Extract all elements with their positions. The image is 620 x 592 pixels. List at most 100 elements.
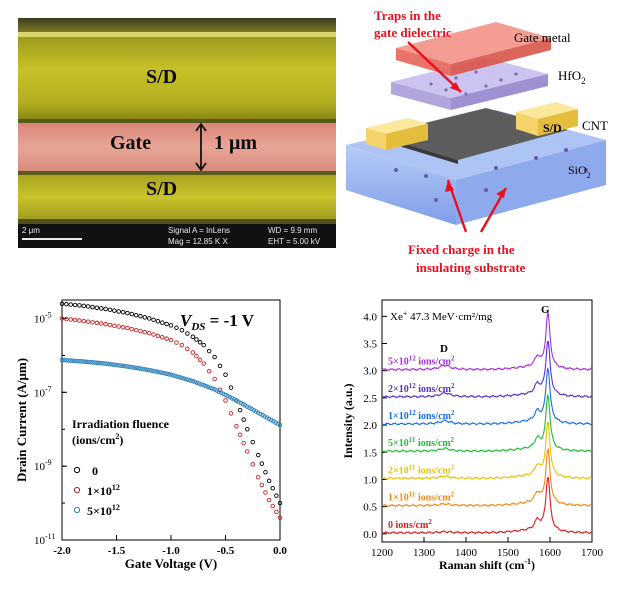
chart1-point (81, 359, 87, 364)
raman-series-label: 5×1011 ions/cm2 (388, 436, 455, 449)
chart1-point (81, 303, 87, 309)
chart1-point (77, 303, 82, 308)
sem-signal: Signal A = InLens (168, 226, 231, 235)
chart1-point (77, 359, 82, 364)
chart1-point (253, 409, 259, 414)
chart1-point (103, 306, 108, 312)
traps-label-line2: gate dielectric (374, 25, 452, 40)
chart1-point (68, 302, 73, 307)
chart1-point (94, 320, 100, 326)
chart1-point (101, 361, 106, 366)
chart1-point (170, 373, 176, 378)
sem-sd-top-main (18, 37, 336, 119)
chart1-point (231, 397, 237, 402)
sem-mag: Mag = 12.85 K X (168, 237, 228, 246)
chart1-point (255, 410, 261, 415)
sem-scale-bar (22, 238, 82, 240)
chart1-point (179, 327, 185, 333)
chart1-point (217, 363, 223, 369)
chart1-point (190, 378, 196, 384)
chart1-point (228, 385, 234, 390)
chart1-point (184, 376, 189, 382)
sio2-side-face (456, 140, 606, 225)
sem-label-sd-top: S/D (146, 66, 178, 88)
chart2-ytick-label: 3.0 (363, 366, 377, 378)
chart1-point (241, 440, 246, 446)
legend-title-line1: Irradiation fluence (72, 417, 170, 431)
chart1-point (250, 439, 255, 445)
chart1-point (249, 406, 254, 412)
chart1-point (194, 353, 199, 359)
chart1-point (277, 515, 283, 521)
chart1-xtick-label: -1.5 (108, 545, 126, 557)
legend-marker-0 (73, 466, 81, 474)
sem-label-width: 1 μm (214, 132, 257, 154)
chart1-point (237, 407, 243, 413)
chart1-point (234, 398, 239, 403)
chart1-point (64, 301, 69, 307)
ion-annotation: Xe+ 47.3 MeV·cm²/mg (390, 309, 493, 323)
chart1-point (227, 394, 233, 400)
chart2-xlabel: Raman shift (cm-1) (439, 557, 535, 572)
chart1-point (142, 329, 148, 335)
chart1-point (277, 500, 283, 506)
chart1-point (251, 408, 257, 413)
sio2-front-face (346, 145, 456, 225)
chart2-ylabel: Intensity (a.u.) (341, 383, 355, 458)
chart1-point (201, 383, 206, 388)
chart1-point (264, 415, 270, 420)
chart1-point (136, 366, 141, 371)
sem-gate-band (18, 123, 336, 171)
chart1-point (125, 364, 130, 369)
sem-label-sd-bottom: S/D (146, 178, 178, 200)
chart1-point (207, 385, 213, 390)
chart1-point (258, 411, 263, 417)
chart2-ytick-label: 3.5 (363, 339, 377, 351)
chart1-point (64, 358, 69, 363)
chart1-point (201, 361, 206, 366)
chart1-point (262, 414, 267, 419)
chart1-point (107, 361, 113, 367)
chart1-point (255, 475, 261, 480)
fixed-charge-dots (394, 148, 588, 202)
annotation-arrows (407, 41, 508, 233)
sem-scale-label: 2 μm (22, 226, 40, 235)
chart1-point (157, 370, 163, 375)
chart1-point (85, 359, 91, 365)
traps-label-line1: Traps in the (374, 8, 441, 23)
chart2-ytick-label: 1.5 (363, 447, 377, 459)
raman-series-label: 1×1011 ions/cm2 (388, 491, 455, 504)
chart1-point (214, 388, 220, 393)
gate-metal-label: Gate metal (514, 30, 571, 45)
chart1-xtick-label: 0.0 (273, 545, 287, 557)
chart1-point (250, 462, 255, 467)
chart1-point (179, 375, 185, 381)
chart1-point (142, 367, 148, 372)
chart1-point (70, 358, 76, 364)
sd-label: S/D (543, 121, 562, 135)
chart1-point (259, 482, 265, 488)
chart1-point (149, 368, 154, 373)
chart1-point (109, 362, 115, 367)
raman-series-line (381, 340, 592, 399)
chart1-point (160, 370, 165, 376)
chart1-point (129, 326, 135, 332)
chart1-point (127, 364, 132, 370)
chart1-point (245, 426, 250, 432)
legend-entry-2: 5×1012 (87, 503, 120, 518)
raman-series-line (381, 367, 593, 426)
chart1-point (146, 367, 152, 373)
chart1-point (255, 452, 261, 458)
chart1-point (223, 392, 228, 398)
chart1-point (133, 327, 139, 333)
chart1-point (177, 375, 182, 380)
chart1-point (212, 376, 217, 382)
chart1-point (166, 371, 172, 377)
chart1-point (107, 322, 113, 328)
sd-right-top (516, 102, 578, 119)
raman-series-line (381, 476, 593, 535)
chart1-point (194, 337, 199, 342)
chart1-point (94, 360, 100, 366)
chart1-point (114, 362, 119, 368)
chart1-point (81, 318, 87, 324)
